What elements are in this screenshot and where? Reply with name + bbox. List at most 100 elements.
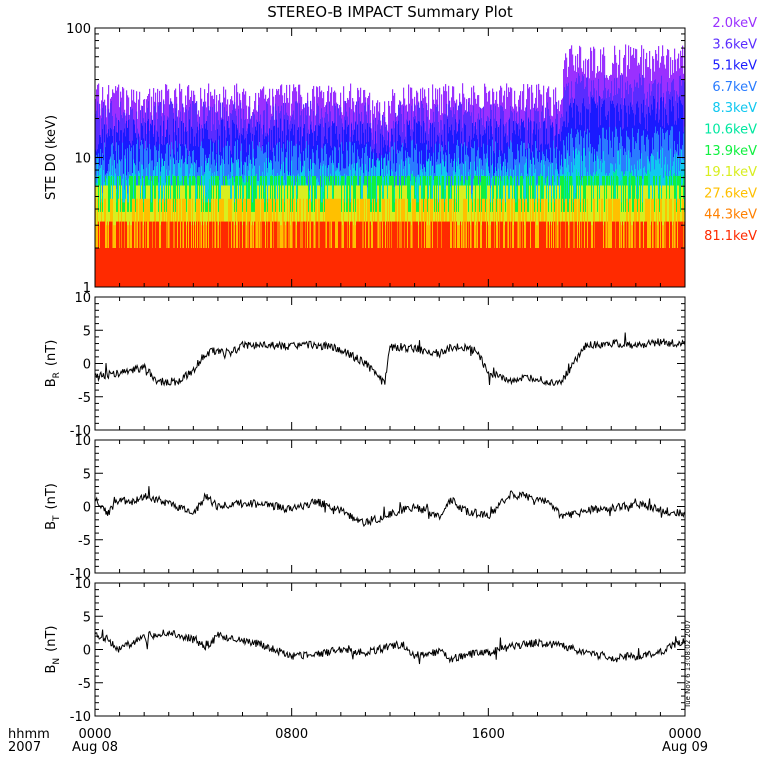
- spectrum-column: [232, 221, 234, 287]
- spectrum-column: [241, 221, 243, 287]
- spectrum-column: [201, 248, 203, 287]
- spectrum-column: [237, 248, 239, 287]
- spectrum-column: [202, 221, 204, 287]
- spectrum-column: [525, 198, 527, 287]
- spectrum-column: [403, 221, 405, 287]
- spectrum-column: [427, 248, 429, 287]
- spectrum-column: [141, 221, 143, 287]
- spectrum-column: [331, 248, 333, 287]
- spectrum-column: [505, 221, 507, 287]
- spectrum-column: [263, 221, 265, 287]
- spectrum-column: [233, 248, 235, 287]
- spectrum-column: [548, 221, 550, 287]
- spectrum-column: [95, 198, 97, 287]
- spectrum-column: [325, 248, 327, 287]
- spectrum-column: [114, 248, 116, 287]
- spectrum-column: [482, 221, 484, 287]
- spectrum-column: [218, 248, 220, 287]
- spectrum-column: [363, 248, 365, 287]
- spectrum-column: [222, 221, 224, 287]
- spectrum-column: [517, 248, 519, 287]
- spectrum-column: [213, 221, 215, 287]
- spectrum-column: [472, 221, 474, 287]
- spectrum-column: [257, 198, 259, 287]
- spectrum-column: [415, 221, 417, 287]
- spectrum-column: [504, 248, 506, 287]
- spectrum-column: [365, 198, 367, 287]
- spectrum-column: [214, 248, 216, 287]
- spectrum-column: [253, 248, 255, 287]
- spectrum-column: [436, 221, 438, 287]
- spectrum-column: [168, 198, 170, 287]
- spectrum-column: [193, 248, 195, 287]
- spectrum-column: [298, 221, 300, 287]
- spectrum-column: [369, 248, 371, 287]
- spectrum-column: [480, 198, 482, 287]
- spectrum-column: [476, 248, 478, 287]
- spectrum-column: [385, 248, 387, 287]
- spectrum-column: [156, 221, 158, 287]
- spectrum-column: [340, 221, 342, 287]
- spectrum-column: [105, 198, 107, 287]
- spectrum-column: [212, 248, 214, 287]
- spectrum-column: [303, 221, 305, 287]
- spectrum-column: [432, 248, 434, 287]
- spectrum-column: [181, 221, 183, 287]
- spectrum-column: [291, 248, 293, 287]
- spectrum-column: [333, 221, 335, 287]
- spectrum-column: [307, 248, 309, 287]
- spectrum-column: [497, 248, 499, 287]
- spectrum-column: [542, 221, 544, 287]
- spectrum-column: [526, 221, 528, 287]
- spectrum-column: [295, 248, 297, 287]
- spectrum-column: [540, 221, 542, 287]
- spectrum-column: [305, 248, 307, 287]
- spectrum-column: [314, 248, 316, 287]
- spectrum-column: [147, 248, 149, 287]
- spectrum-column: [297, 221, 299, 287]
- spectrum-column: [177, 248, 179, 287]
- spectrum-column: [493, 221, 495, 287]
- spectrum-column: [516, 221, 518, 287]
- spectrum-column: [318, 248, 320, 287]
- spectrum-column: [276, 221, 278, 287]
- spectrum-column: [429, 248, 431, 287]
- spectrum-column: [143, 248, 145, 287]
- spectrum-column: [208, 198, 210, 287]
- spectrum-column: [359, 221, 361, 287]
- spectrum-column: [524, 248, 526, 287]
- spectrum-column: [282, 248, 284, 287]
- spectrum-column: [227, 221, 229, 287]
- spectrum-column: [494, 248, 496, 287]
- spectrum-column: [425, 221, 427, 287]
- spectrum-column: [463, 198, 465, 287]
- spectrum-column: [466, 198, 468, 287]
- spectrum-column: [432, 198, 434, 287]
- spectrum-column: [541, 221, 543, 287]
- spectrum-column: [360, 221, 362, 287]
- spectrum-column: [144, 221, 146, 287]
- spectrum-column: [469, 221, 471, 287]
- spectrum-column: [537, 248, 539, 287]
- spectrum-column: [304, 221, 306, 287]
- spectrum-column: [527, 221, 529, 287]
- spectrum-column: [477, 198, 479, 287]
- spectrum-column: [309, 248, 311, 287]
- spectrum-column: [454, 248, 456, 287]
- spectrum-column: [402, 221, 404, 287]
- spectrum-column: [323, 221, 325, 287]
- spectrum-column: [534, 221, 536, 287]
- spectrum-column: [533, 221, 535, 287]
- spectrum-column: [109, 221, 111, 287]
- spectrum-column: [272, 221, 274, 287]
- spectrum-column: [170, 221, 172, 287]
- spectrum-column: [486, 248, 488, 287]
- spectrum-column: [189, 221, 191, 287]
- spectrum-column: [470, 248, 472, 287]
- spectrum-column: [520, 248, 522, 287]
- spectrum-column: [196, 221, 198, 287]
- spectrum-column: [149, 221, 151, 287]
- spectrum-column: [158, 221, 160, 287]
- spectrum-column: [217, 248, 219, 287]
- spectrum-column: [508, 248, 510, 287]
